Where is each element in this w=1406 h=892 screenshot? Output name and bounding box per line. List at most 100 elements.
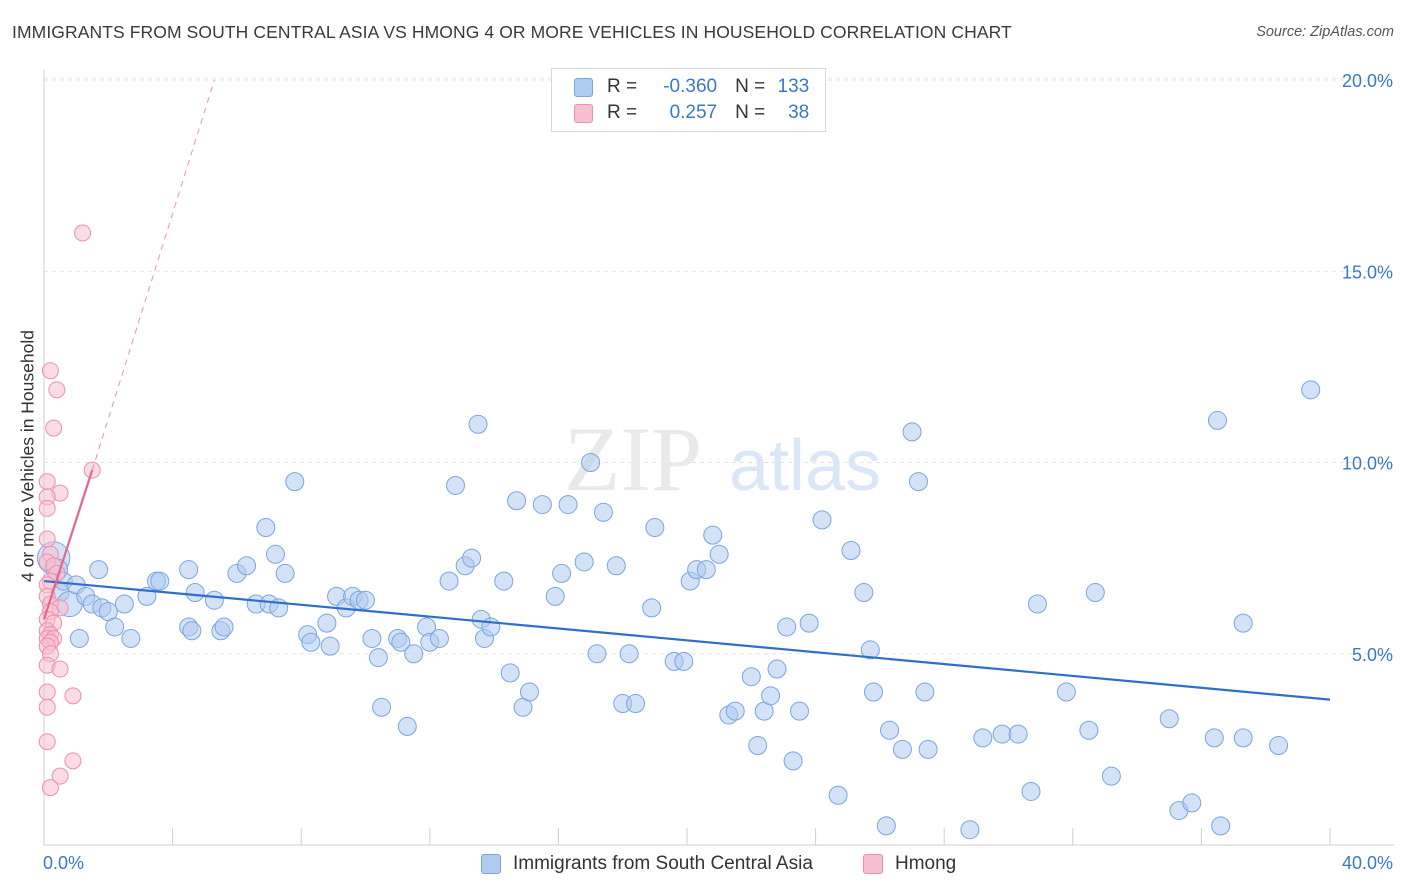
- data-point-south-central-asia: [69, 628, 89, 648]
- data-point-south-central-asia: [696, 560, 716, 580]
- data-point-south-central-asia: [918, 739, 938, 759]
- data-point-south-central-asia: [1207, 410, 1227, 430]
- data-point-south-central-asia: [397, 716, 417, 736]
- data-point-south-central-asia: [767, 659, 787, 679]
- data-point-south-central-asia: [960, 820, 980, 840]
- data-point-south-central-asia: [558, 495, 578, 515]
- data-point-south-central-asia: [1056, 682, 1076, 702]
- legend-n-value: 38: [788, 102, 810, 123]
- trend-lines: [42, 79, 1331, 701]
- data-point-hmong: [38, 499, 56, 517]
- x-tick-label: 0.0%: [43, 853, 84, 873]
- series-hmong-points: [38, 224, 101, 797]
- chart-title: IMMIGRANTS FROM SOUTH CENTRAL ASIA VS HM…: [12, 22, 1012, 42]
- data-point-south-central-asia: [121, 628, 141, 648]
- data-point-south-central-asia: [204, 590, 224, 610]
- data-point-south-central-asia: [1085, 583, 1105, 603]
- data-point-south-central-asia: [1008, 724, 1028, 744]
- data-point-south-central-asia: [1233, 613, 1253, 633]
- legend-n-label: N =: [735, 76, 766, 97]
- data-point-south-central-asia: [860, 640, 880, 660]
- watermark-atlas: atlas: [729, 426, 881, 506]
- data-point-south-central-asia: [761, 686, 781, 706]
- data-point-south-central-asia: [89, 560, 109, 580]
- data-point-south-central-asia: [619, 644, 639, 664]
- legend-row-hmong: R = 0.257 N = 38: [574, 101, 809, 125]
- data-point-south-central-asia: [285, 472, 305, 492]
- data-point-south-central-asia: [1233, 728, 1253, 748]
- trend-line-hmong: [42, 469, 94, 620]
- legend-r-value: -0.360: [663, 76, 718, 97]
- data-point-south-central-asia: [593, 502, 613, 522]
- data-point-south-central-asia: [908, 472, 928, 492]
- data-point-south-central-asia: [1301, 380, 1321, 400]
- y-tick-label: 15.0%: [1342, 262, 1393, 282]
- data-point-south-central-asia: [265, 544, 285, 564]
- data-point-hmong: [51, 767, 69, 785]
- data-point-south-central-asia: [1159, 709, 1179, 729]
- data-point-south-central-asia: [368, 648, 388, 668]
- data-point-hmong: [64, 687, 82, 705]
- data-point-south-central-asia: [214, 617, 234, 637]
- data-point-south-central-asia: [973, 728, 993, 748]
- data-point-south-central-asia: [783, 751, 803, 771]
- data-point-hmong: [64, 752, 82, 770]
- data-point-south-central-asia: [500, 663, 520, 683]
- data-point-hmong: [38, 473, 56, 491]
- data-point-south-central-asia: [1079, 720, 1099, 740]
- data-point-south-central-asia: [182, 621, 202, 641]
- y-tick-label: 5.0%: [1352, 645, 1393, 665]
- data-point-south-central-asia: [275, 563, 295, 583]
- data-point-south-central-asia: [876, 816, 896, 836]
- legend-r-label: R =: [607, 76, 638, 97]
- data-point-south-central-asia: [626, 693, 646, 713]
- data-point-south-central-asia: [1021, 781, 1041, 801]
- data-point-south-central-asia: [552, 563, 572, 583]
- data-point-south-central-asia: [439, 571, 459, 591]
- data-point-hmong: [48, 381, 66, 399]
- data-point-south-central-asia: [741, 667, 761, 687]
- data-point-south-central-asia: [1027, 594, 1047, 614]
- data-point-hmong: [45, 419, 63, 437]
- data-point-south-central-asia: [301, 632, 321, 652]
- data-point-south-central-asia: [880, 720, 900, 740]
- data-point-hmong: [38, 683, 56, 701]
- bottom-legend-swatch-blue: [481, 854, 501, 874]
- data-point-south-central-asia: [574, 552, 594, 572]
- data-point-south-central-asia: [1182, 793, 1202, 813]
- data-point-south-central-asia: [674, 651, 694, 671]
- data-point-hmong: [41, 362, 59, 380]
- data-point-south-central-asia: [777, 617, 797, 637]
- data-point-south-central-asia: [462, 548, 482, 568]
- bottom-legend-swatch-pink: [863, 854, 883, 874]
- data-point-south-central-asia: [105, 617, 125, 637]
- data-point-south-central-asia: [179, 560, 199, 580]
- data-point-south-central-asia: [468, 414, 488, 434]
- data-point-hmong: [38, 698, 56, 716]
- data-point-south-central-asia: [404, 644, 424, 664]
- data-point-south-central-asia: [645, 518, 665, 538]
- y-axis-label: 4 or more Vehicles in Household: [17, 330, 38, 582]
- legend-n-label: N =: [735, 102, 766, 123]
- data-point-south-central-asia: [356, 590, 375, 610]
- bottom-legend-label: Hmong: [895, 853, 957, 874]
- data-point-south-central-asia: [642, 598, 662, 618]
- legend-swatch-blue: [574, 77, 593, 97]
- data-point-south-central-asia: [185, 583, 205, 603]
- data-point-hmong: [74, 224, 92, 242]
- data-point-south-central-asia: [362, 628, 382, 648]
- axes: [43, 70, 1394, 846]
- data-point-south-central-asia: [150, 571, 170, 591]
- data-point-south-central-asia: [581, 453, 601, 472]
- legend-n-value: 133: [777, 76, 810, 97]
- data-point-south-central-asia: [606, 556, 626, 576]
- tick-labels: 5.0% 10.0% 15.0% 20.0% 0.0% 40.0%: [43, 71, 1393, 873]
- data-point-south-central-asia: [1101, 766, 1121, 786]
- data-point-south-central-asia: [391, 632, 411, 652]
- data-point-hmong: [38, 530, 56, 548]
- data-point-south-central-asia: [748, 736, 768, 756]
- y-tick-label: 20.0%: [1342, 71, 1393, 91]
- data-point-hmong: [51, 660, 69, 678]
- data-point-south-central-asia: [892, 739, 912, 759]
